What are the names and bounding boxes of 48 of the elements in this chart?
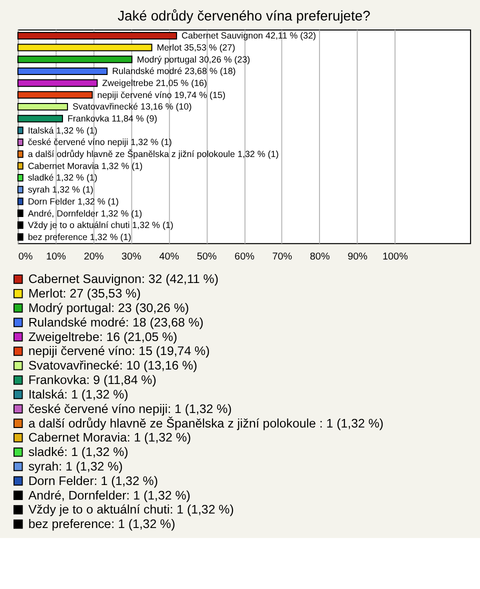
x-tick-label: 100% bbox=[382, 252, 408, 263]
legend-label: bez preference: 1 (1,32 %) bbox=[28, 517, 176, 532]
x-tick-label: 20% bbox=[84, 252, 104, 263]
legend-label: syrah: 1 (1,32 %) bbox=[28, 459, 123, 474]
legend-label: nepiji červené víno: 15 (19,74 %) bbox=[28, 344, 210, 358]
legend-label: Frankovka: 9 (11,84 %) bbox=[28, 373, 156, 388]
legend-label: Rulandské modré: 18 (23,68 %) bbox=[28, 315, 204, 330]
legend-label: sladké: 1 (1,32 %) bbox=[28, 445, 128, 460]
data-label: Modrý portugal 30,26 % (23) bbox=[136, 54, 250, 64]
x-tick-label: 30% bbox=[122, 252, 142, 263]
chart-title: Jaké odrůdy červeného vína preferujete? bbox=[118, 8, 371, 24]
x-tick-label: 50% bbox=[196, 252, 217, 263]
x-tick-label: 40% bbox=[159, 252, 180, 263]
legend-label: Cabernet Moravia: 1 (1,32 %) bbox=[28, 430, 192, 445]
x-tick-label: 60% bbox=[234, 252, 255, 263]
data-label: Merlot 35,53 % (27) bbox=[156, 42, 236, 53]
data-label: Rulandské modré 23,68 % (18) bbox=[112, 66, 236, 76]
data-label: bez preference 1,32 % (1) bbox=[28, 232, 132, 242]
legend-label: Dorn Felder: 1 (1,32 %) bbox=[28, 474, 158, 488]
legend-label: a další odrůdy hlavně ze Španělska z jižní polokoule : 1 (1,32 %) bbox=[28, 416, 384, 430]
data-label: Dorn Felder 1,32 % (1) bbox=[28, 196, 119, 206]
x-tick-label: 0% bbox=[18, 252, 33, 263]
data-label: Frankovka 11,84 % (9) bbox=[67, 114, 158, 124]
legend-label: Merlot: 27 (35,53 %) bbox=[28, 286, 141, 301]
data-label: sladké 1,32 % (1) bbox=[28, 172, 98, 183]
data-label: Italská 1,32 % (1) bbox=[28, 125, 98, 136]
legend-label: André, Dornfelder: 1 (1,32 %) bbox=[28, 488, 190, 502]
data-label: a další odrůdy hlavně ze Španělska z jižní polokoule 1,32 % (1) bbox=[28, 149, 279, 160]
x-tick-label: 90% bbox=[348, 252, 368, 263]
x-tick-label: 70% bbox=[272, 252, 292, 263]
x-tick-label: 80% bbox=[310, 252, 330, 263]
legend-label: Vždy je to o aktuální chuti: 1 (1,32 %) bbox=[28, 502, 234, 517]
data-label: Svatovavřinecké 13,16 % (10) bbox=[72, 102, 192, 112]
data-label: Zweigeltrebe 21,05 % (16) bbox=[102, 78, 208, 88]
data-label: české červené víno nepiji 1,32 % (1) bbox=[28, 137, 172, 148]
legend-label: Cabernet Sauvignon: 32 (42,11 %) bbox=[28, 272, 218, 286]
data-label: syrah 1,32 % (1) bbox=[28, 184, 94, 195]
legend-label: české červené víno nepiji: 1 (1,32 %) bbox=[28, 402, 232, 416]
data-label: Cabernet Sauvignon 42,11 % (32) bbox=[182, 30, 316, 41]
legend-label: Zweigeltrebe: 16 (21,05 %) bbox=[28, 330, 178, 344]
data-label: Cabernet Moravia 1,32 % (1) bbox=[28, 160, 143, 171]
data-label: nepiji červené víno 19,74 % (15) bbox=[97, 90, 226, 100]
data-label: Vždy je to o aktuální chuti 1,32 % (1) bbox=[28, 220, 174, 230]
legend-label: Italská: 1 (1,32 %) bbox=[28, 387, 128, 402]
legend-label: Svatovavřinecké: 10 (13,16 %) bbox=[28, 358, 198, 373]
legend-label: Modrý portugal: 23 (30,26 %) bbox=[28, 300, 190, 315]
x-tick-label: 10% bbox=[46, 252, 66, 263]
data-label: André, Dornfelder 1,32 % (1) bbox=[28, 208, 142, 218]
